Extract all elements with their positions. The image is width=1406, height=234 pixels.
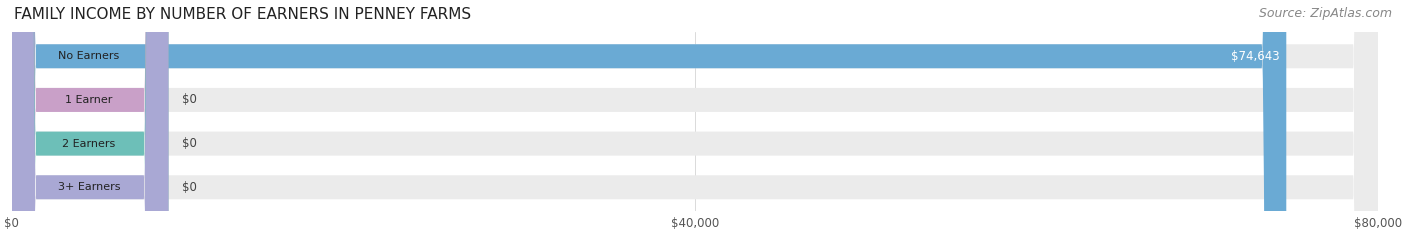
Text: $0: $0 [181, 93, 197, 106]
FancyBboxPatch shape [11, 0, 169, 234]
Text: No Earners: No Earners [59, 51, 120, 61]
Text: Source: ZipAtlas.com: Source: ZipAtlas.com [1258, 7, 1392, 20]
FancyBboxPatch shape [11, 0, 1378, 234]
FancyBboxPatch shape [11, 0, 1378, 234]
FancyBboxPatch shape [11, 0, 169, 234]
Text: 3+ Earners: 3+ Earners [58, 182, 121, 192]
Text: $74,643: $74,643 [1230, 50, 1279, 63]
Text: 2 Earners: 2 Earners [62, 139, 115, 149]
Text: $0: $0 [181, 181, 197, 194]
FancyBboxPatch shape [11, 0, 169, 234]
Text: 1 Earner: 1 Earner [65, 95, 112, 105]
Text: $0: $0 [181, 137, 197, 150]
Text: FAMILY INCOME BY NUMBER OF EARNERS IN PENNEY FARMS: FAMILY INCOME BY NUMBER OF EARNERS IN PE… [14, 7, 471, 22]
FancyBboxPatch shape [11, 0, 1286, 234]
FancyBboxPatch shape [11, 0, 1378, 234]
FancyBboxPatch shape [11, 0, 1378, 234]
